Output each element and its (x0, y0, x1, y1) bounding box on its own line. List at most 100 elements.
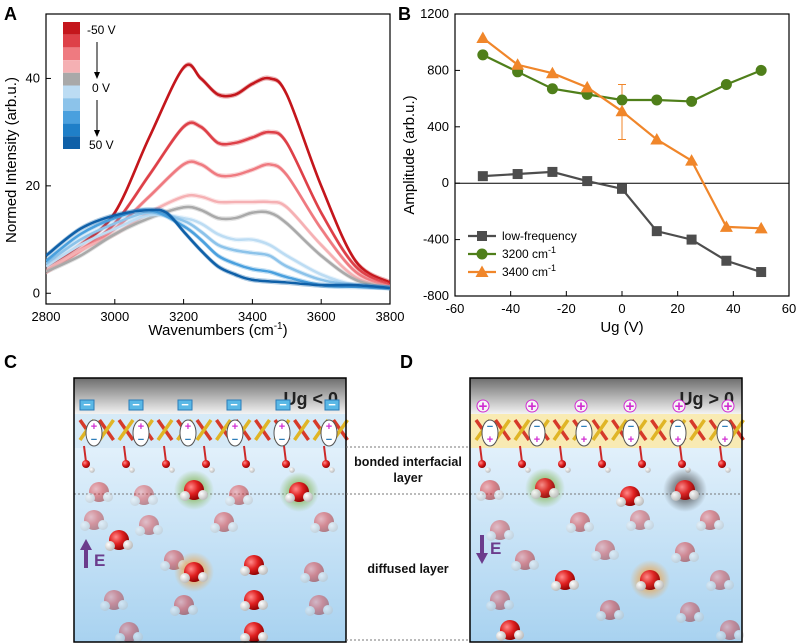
dipole-3 (226, 419, 244, 447)
hydroxyl-bond-0 (479, 445, 483, 463)
water-hydrogen-1 (566, 523, 576, 533)
bonded-layer-label-line1: bonded interfacial (354, 455, 462, 469)
x-tick-label--20: -20 (557, 301, 576, 316)
surface-charge-2 (574, 399, 588, 413)
hydroxyl-hydrogen-6 (725, 467, 731, 473)
legend-label-0: 0 V (92, 81, 110, 95)
water-molecule-5 (80, 510, 108, 531)
water-molecule-13 (300, 562, 328, 583)
dipole-5 (320, 419, 338, 447)
water-molecule-4 (285, 482, 313, 503)
hydroxyl-oxygen-4 (242, 460, 250, 468)
x-tick-label-3200: 3200 (169, 309, 198, 324)
x-tick-label-60: 60 (782, 301, 796, 316)
water-hydrogen-2 (514, 630, 524, 640)
water-molecule-11 (180, 562, 208, 583)
water-hydrogen-1 (696, 521, 706, 531)
hydroxyl-bond-4 (639, 445, 643, 463)
water-hydrogen-2 (118, 600, 128, 610)
dipole-top-sign-3: + (232, 421, 238, 433)
water-hydrogen-1 (476, 491, 486, 501)
water-hydrogen-2 (258, 565, 268, 575)
panel-a-spectra-chart: A 2800 3000 3200 3400 3600 3800 0 20 40 Wavenum… (3, 4, 404, 339)
dipole-1 (528, 419, 546, 447)
spectrum-line-0 (46, 63, 390, 284)
spectrum-line-4 (46, 205, 390, 290)
hydroxyl-oxygen-1 (518, 460, 526, 468)
water-hydrogen-1 (225, 496, 235, 506)
surface-charge-sign-0: + (479, 398, 488, 415)
water-molecule-7 (210, 512, 238, 533)
surface-charge-3 (623, 399, 637, 413)
spectrum-band-upper-6 (46, 210, 390, 287)
legend-label-minus50: -50 V (87, 23, 116, 37)
hydroxyl-hydrogen-5 (289, 467, 295, 473)
water-hydrogen-2 (494, 490, 504, 500)
dipole-top-sign-4: + (279, 421, 285, 433)
hydroxyl-bond-3 (599, 445, 603, 463)
data-point-1-6 (686, 95, 698, 107)
water-hydrogen-2 (609, 550, 619, 560)
data-point-1-2 (546, 83, 558, 95)
spectrum-band-upper-5 (46, 212, 390, 287)
surface-charge-1 (525, 399, 539, 413)
spectrum-line-1 (46, 121, 390, 287)
water-hydrogen-1 (551, 581, 561, 591)
hydroxyl-oxygen-5 (678, 460, 686, 468)
water-hydrogen-1 (240, 601, 250, 611)
spectrum-band-upper-8 (46, 207, 390, 287)
dipole-top-sign-0: + (91, 421, 97, 433)
hydroxyl-bond-5 (679, 445, 683, 463)
lattice-bond-b-2 (117, 418, 135, 442)
lattice-bond-b-9 (254, 418, 271, 442)
water-hydrogen-2 (328, 522, 338, 532)
y-tick-label-0: 0 (33, 285, 40, 300)
x-tick-label-3400: 3400 (238, 309, 267, 324)
panel-b-x-axis-label: Ug (V) (600, 319, 643, 336)
hydroxyl-hydrogen-4 (249, 467, 255, 473)
water-hydrogen-1 (105, 541, 115, 551)
surface-charge-sign-4: + (675, 398, 684, 415)
data-point-0-0 (477, 171, 488, 182)
water-hydrogen-2 (714, 520, 724, 530)
hydroxyl-bond-6 (719, 445, 723, 463)
lattice-bond-b-6 (591, 418, 609, 442)
water-molecule-12 (636, 570, 664, 591)
water-hydrogen-2 (644, 520, 654, 530)
spectrum-band-lower-8 (46, 211, 390, 291)
dipole-top-sign-3: − (628, 421, 634, 433)
panel-b-y-ticks: -800 -400 0 400 800 1200 (420, 6, 460, 303)
diagram-frame (469, 377, 743, 643)
water-hydrogen-1 (170, 606, 180, 616)
hydroxyl-hydrogen-0 (485, 467, 491, 473)
lattice-bond-b-4 (156, 418, 174, 442)
water-hydrogen-2 (258, 600, 268, 610)
legend-swatches (63, 22, 80, 149)
data-point-2-4 (615, 104, 629, 117)
panel-a-letter: A (4, 4, 17, 24)
water-hydrogen-1 (496, 631, 506, 641)
panel-a-voltage-legend: -50 V 0 V 50 V (63, 22, 116, 152)
water-hydrogen-1 (160, 561, 170, 571)
legend-swatch-9 (63, 136, 80, 149)
x-tick-label-40: 40 (726, 301, 740, 316)
y-tick-label-20: 20 (26, 178, 40, 193)
hydroxyl-bond-6 (323, 445, 327, 463)
data-point-1-0 (477, 49, 489, 61)
surface-charge-4 (672, 399, 686, 413)
spectrum-band-lower-6 (46, 214, 390, 291)
surface-charge-sign-5: − (328, 397, 336, 412)
water-hydrogen-1 (130, 496, 140, 506)
dipole-bottom-sign-1: − (138, 434, 144, 446)
dipole-bottom-sign-2: − (185, 434, 191, 446)
surface-charge-2 (177, 399, 193, 411)
water-hydrogen-1 (80, 521, 90, 531)
dipole-top-sign-1: − (534, 421, 540, 433)
water-hydrogen-1 (486, 601, 496, 611)
water-hydrogen-2 (323, 605, 333, 615)
interface-band (74, 414, 346, 448)
data-point-2-1 (511, 58, 525, 70)
spectrum-band-lower-7 (46, 211, 390, 291)
dipole-2 (179, 419, 197, 447)
water-hydrogen-1 (135, 526, 145, 536)
